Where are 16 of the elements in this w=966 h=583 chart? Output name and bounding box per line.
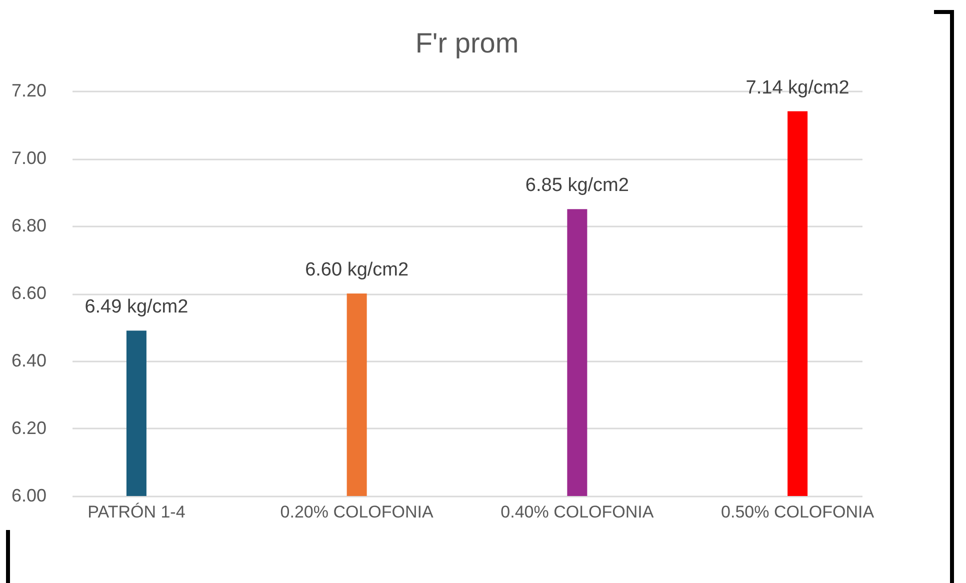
- y-tick-label: 6.40: [11, 350, 46, 370]
- y-tick-label: 6.20: [11, 418, 46, 438]
- data-label: 6.49 kg/cm2: [84, 296, 188, 318]
- y-tick-label: 7.20: [11, 80, 46, 100]
- x-tick-label: 0.20% COLOFONIA: [280, 502, 434, 522]
- x-tick-label: 0.40% COLOFONIA: [500, 502, 654, 522]
- data-label: 6.85 kg/cm2: [525, 175, 629, 196]
- y-tick-label: 6.80: [11, 216, 46, 236]
- chart-title: F'r prom: [415, 27, 519, 58]
- x-tick-label: 0.50% COLOFONIA: [721, 502, 875, 522]
- x-tick-label: PATRÓN 1-4: [88, 502, 186, 522]
- y-tick-label: 7.00: [11, 148, 46, 168]
- data-label: 7.14 kg/cm2: [746, 77, 850, 98]
- y-tick-label: 6.60: [11, 283, 46, 303]
- y-tick-label: 6.00: [11, 486, 46, 506]
- data-label: 6.60 kg/cm2: [305, 260, 409, 280]
